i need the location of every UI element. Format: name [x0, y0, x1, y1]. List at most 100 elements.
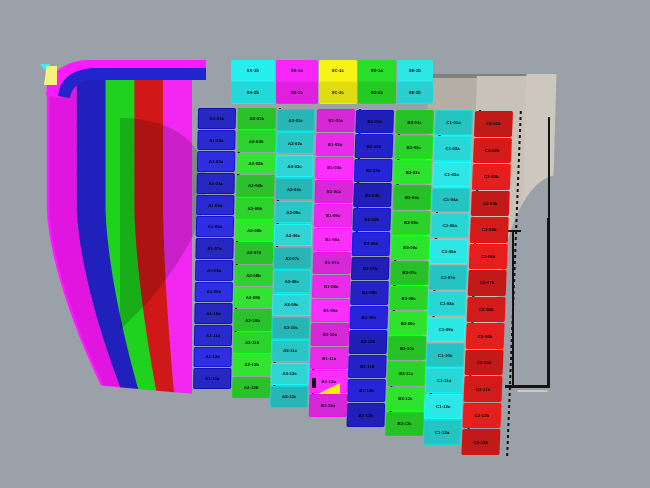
zone-cell[interactable]: C2-12b [461, 402, 501, 429]
zone-cell[interactable]: A2-13b [231, 376, 270, 399]
top-block-cell[interactable]: 0C-1c [319, 60, 357, 81]
top-block-cell[interactable]: 0E-2b [397, 82, 433, 103]
zone-cell[interactable]: A2-02b [236, 130, 276, 153]
zone-cell[interactable]: A1-10a [194, 303, 233, 324]
zone-cell[interactable]: A3-03c [275, 154, 314, 177]
zone-cell[interactable]: A1-11a [193, 324, 233, 346]
zone-cell[interactable]: B2-05b [352, 207, 392, 231]
zone-cell[interactable]: C1-11a [424, 368, 464, 394]
top-block-cell[interactable]: 0B-2a [276, 82, 318, 103]
zone-cell[interactable]: C2-03b [471, 163, 511, 190]
zone-cell[interactable]: B2-13b [346, 403, 386, 427]
zone-column-2[interactable]: A2-01b A2-02b A2-03b A2-04b A2-05b A2-06b A2-0… [231, 108, 276, 399]
zone-cell[interactable]: A3-08c [272, 270, 312, 293]
zone-cell[interactable]: B1-09a [310, 299, 350, 323]
zone-cell[interactable]: A3-04c [274, 177, 314, 201]
zone-cell[interactable]: B3-12c [385, 386, 425, 411]
zone-cell[interactable]: B2-09b [349, 305, 389, 329]
zone-cell[interactable]: C2-01b [473, 110, 513, 137]
zone-cell[interactable]: A3-10c [271, 316, 311, 339]
top-block-cyan-2[interactable]: 0E-1b 0E-2b [397, 60, 433, 104]
zone-cell[interactable]: A3-09c [272, 293, 311, 316]
zone-cell[interactable]: C1-05a [430, 213, 470, 239]
top-block-cell[interactable]: 0E-1b [397, 60, 433, 81]
top-block-green[interactable]: 0D-1a 0D-2a [358, 60, 396, 104]
zone-cell[interactable]: A2-03b [236, 153, 275, 175]
zone-cell[interactable]: C1-01a [434, 110, 473, 136]
zone-column-1[interactable]: A1-01a A1-02a A1-03a A1-04a A1-05a A1-06a A1-0… [193, 108, 236, 390]
zone-cell[interactable]: A1-07a [195, 238, 234, 259]
zone-cell[interactable]: B2-07b [350, 256, 390, 280]
zone-cell[interactable]: A2-08b [233, 265, 273, 287]
zone-cell[interactable]: B1-04a [313, 180, 353, 204]
zone-cell[interactable]: C2-04b [470, 190, 510, 216]
zone-cell[interactable]: B3-03c [393, 160, 432, 185]
zone-cell[interactable]: B3-08c [388, 285, 428, 311]
zone-cell[interactable]: C2-06b [468, 243, 508, 269]
zone-cell[interactable]: C1-12a [423, 394, 463, 420]
zone-cell[interactable]: A1-12a [193, 346, 232, 368]
zone-cell[interactable]: A1-13a [193, 368, 232, 389]
zone-cell[interactable]: C1-10a [425, 342, 465, 368]
zone-cell[interactable]: A2-07b [234, 242, 273, 265]
top-block-cyan[interactable]: 0A-1b 0A-2b [231, 60, 275, 104]
zone-cell[interactable]: B3-04c [392, 185, 431, 210]
top-block-cell[interactable]: 0A-1b [231, 60, 275, 81]
top-block-cell[interactable]: 0B-1a [276, 60, 318, 81]
zone-cell[interactable]: B1-13a [308, 394, 347, 418]
zone-cell[interactable]: A3-06c [273, 224, 313, 247]
zone-cell[interactable]: C2-13b [460, 429, 500, 455]
zone-cell[interactable]: B1-11a [309, 346, 349, 370]
zone-cell[interactable]: A1-03a [196, 151, 236, 173]
zone-cell[interactable]: B1-06a [312, 228, 352, 251]
zone-cell[interactable]: B2-04b [353, 182, 392, 207]
zone-cell[interactable]: A1-06a [195, 216, 235, 238]
zone-cell[interactable]: B3-07c [389, 260, 429, 285]
zone-cell[interactable]: C2-02b [472, 137, 512, 163]
zone-cell[interactable]: A1-05a [196, 194, 235, 216]
zone-cell[interactable]: B3-11c [386, 361, 426, 386]
top-block-cell[interactable]: 0D-2a [358, 82, 396, 103]
zone-cell[interactable]: B2-06b [351, 231, 391, 256]
zone-cell[interactable]: A2-12b [231, 354, 271, 376]
zone-cell[interactable]: B2-11b [347, 354, 387, 378]
zone-cell[interactable]: A2-05b [235, 197, 274, 220]
zone-cell[interactable]: C1-03a [432, 162, 472, 187]
top-block-cell[interactable]: 0D-1a [358, 60, 396, 81]
zone-cell[interactable]: A2-10b [232, 309, 272, 332]
zone-cell[interactable]: B1-08a [311, 275, 351, 299]
zone-cell[interactable]: C1-02a [433, 136, 473, 162]
top-block-yellow[interactable]: 0C-1c 0C-2c [319, 60, 357, 104]
zone-cell[interactable]: C1-07a [428, 265, 468, 291]
zone-cell[interactable]: A3-07c [273, 247, 312, 270]
zone-cell[interactable]: A1-02a [197, 129, 236, 151]
zone-cell[interactable]: A3-12c [270, 362, 309, 385]
zone-cell[interactable]: B1-07a [312, 251, 351, 275]
zone-cell[interactable]: B3-09c [388, 311, 427, 336]
zone-column-3[interactable]: A3-01c A3-02c A3-03c A3-04c A3-05c A3-06c A3-0… [269, 108, 315, 409]
zone-cell[interactable]: A2-01b [237, 108, 276, 130]
zone-cell[interactable]: B2-12b [347, 378, 386, 403]
zone-cell[interactable]: C1-06a [429, 239, 469, 265]
zone-cell[interactable]: A3-13c [269, 385, 309, 408]
zone-cell[interactable]: A2-06b [234, 220, 274, 242]
zone-cell[interactable]: B2-02b [354, 134, 394, 158]
top-block-magenta[interactable]: 0B-1a 0B-2a [276, 60, 318, 104]
zone-cell[interactable]: B1-02a [315, 132, 354, 156]
zone-cell[interactable]: C1-08a [427, 291, 467, 317]
top-block-cell[interactable]: 0C-2c [319, 82, 357, 103]
zone-cell[interactable]: A3-11c [271, 339, 310, 362]
zone-cell[interactable]: C1-13a [422, 420, 462, 446]
zone-cell[interactable]: B2-10b [348, 329, 388, 354]
zone-cell[interactable]: B3-10c [387, 336, 426, 361]
zone-cell[interactable]: A3-01c [276, 108, 315, 131]
zone-cell[interactable]: B2-01b [355, 109, 394, 134]
zone-cell[interactable]: C2-05b [469, 216, 509, 243]
zone-cell[interactable]: A1-08a [194, 259, 234, 281]
top-block-cell[interactable]: 0A-2b [231, 82, 275, 103]
zone-cell[interactable]: B2-03b [353, 158, 393, 182]
zone-cell[interactable]: A3-05c [274, 201, 313, 224]
zone-cell[interactable]: C2-09b [465, 323, 505, 349]
zone-cell[interactable]: B3-06c [390, 235, 430, 260]
zone-cell[interactable]: A2-04b [235, 175, 275, 197]
